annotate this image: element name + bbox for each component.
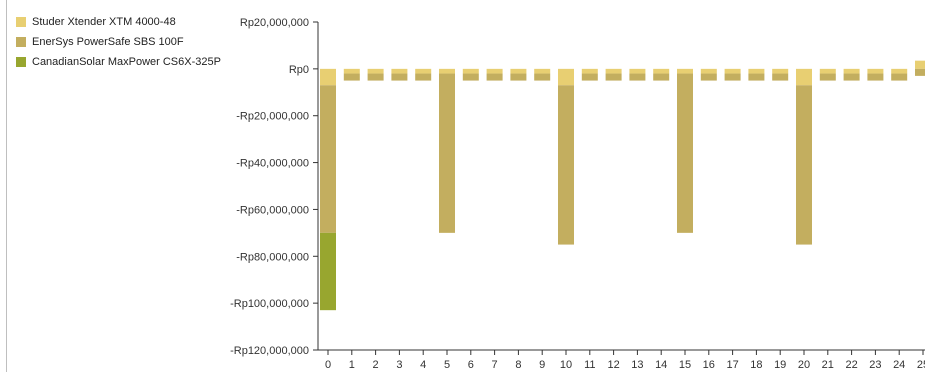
bar-segment-studer: [867, 68, 884, 74]
bar-segment-studer: [320, 68, 336, 86]
bar-segment-studer: [534, 68, 551, 74]
bar-segment-studer: [343, 68, 360, 74]
bar-segment-studer: [415, 68, 432, 74]
bar-segment-studer: [796, 68, 812, 86]
bar-segment-enersys: [367, 73, 384, 81]
bar-segment-canadiansolar: [320, 232, 336, 311]
bar-segment-enersys: [653, 73, 670, 81]
x-tick-label: 11: [584, 359, 595, 371]
bar-segment-enersys: [581, 73, 598, 81]
bar-segment-studer: [367, 68, 384, 74]
bar-segment-studer: [439, 68, 455, 74]
x-tick-label: 10: [560, 359, 572, 371]
legend-label-studer: Studer Xtender XTM 4000-48: [32, 16, 176, 28]
legend-swatch-studer: [16, 17, 26, 27]
y-tick-label: -Rp60,000,000: [236, 204, 309, 216]
legend-label-canadiansolar: CanadianSolar MaxPower CS6X-325P: [32, 56, 221, 68]
bar-segment-enersys: [439, 73, 455, 233]
x-tick-label: 15: [679, 359, 691, 371]
y-tick-label: Rp20,000,000: [240, 17, 309, 29]
legend-label-enersys: EnerSys PowerSafe SBS 100F: [32, 36, 184, 48]
legend-item-canadiansolar: CanadianSolar MaxPower CS6X-325P: [16, 52, 221, 72]
bar-segment-studer: [724, 68, 741, 74]
legend-item-enersys: EnerSys PowerSafe SBS 100F: [16, 32, 221, 52]
bar-segment-studer: [700, 68, 717, 74]
x-tick-label: 24: [893, 359, 905, 371]
x-tick-label: 6: [468, 359, 474, 371]
x-tick-label: 9: [539, 359, 545, 371]
legend-swatch-enersys: [16, 37, 26, 47]
bar-segment-enersys: [677, 73, 693, 233]
bar-segment-studer: [605, 68, 622, 74]
bar-segment-studer: [486, 68, 503, 74]
bar-segment-studer: [891, 68, 908, 74]
y-tick-label: Rp0: [289, 64, 309, 76]
bar-segment-enersys: [391, 73, 408, 81]
bar-segment-studer: [915, 60, 925, 69]
bar-segment-enersys: [320, 85, 336, 233]
bar-segment-enersys: [486, 73, 503, 81]
x-tick-label: 7: [492, 359, 498, 371]
bar-segment-enersys: [796, 85, 812, 245]
bar-segment-studer: [462, 68, 479, 74]
bar-segment-enersys: [558, 85, 574, 245]
bar-segment-enersys: [724, 73, 741, 81]
x-tick-label: 2: [373, 359, 379, 371]
x-tick-label: 5: [444, 359, 450, 371]
x-tick-label: 19: [774, 359, 786, 371]
y-tick-label: -Rp80,000,000: [236, 251, 309, 263]
y-tick-label: -Rp100,000,000: [230, 298, 309, 310]
bar-segment-enersys: [748, 73, 765, 81]
chart-legend: Studer Xtender XTM 4000-48 EnerSys Power…: [16, 12, 221, 72]
bar-segment-enersys: [629, 73, 646, 81]
bar-segment-enersys: [867, 73, 884, 81]
bar-segment-enersys: [415, 73, 432, 81]
bar-segment-enersys: [819, 73, 836, 81]
x-tick-label: 21: [822, 359, 834, 371]
legend-item-studer: Studer Xtender XTM 4000-48: [16, 12, 221, 32]
bar-segment-studer: [748, 68, 765, 74]
bar-segment-studer: [558, 68, 574, 86]
legend-swatch-canadiansolar: [16, 57, 26, 67]
bar-segment-enersys: [534, 73, 551, 81]
bar-segment-enersys: [891, 73, 908, 81]
bar-segment-enersys: [462, 73, 479, 81]
x-tick-label: 0: [325, 359, 331, 371]
x-tick-label: 17: [726, 359, 738, 371]
x-tick-label: 12: [607, 359, 619, 371]
bar-segment-enersys: [915, 68, 925, 76]
bar-segment-studer: [510, 68, 527, 74]
x-tick-label: 23: [869, 359, 881, 371]
x-tick-label: 22: [845, 359, 857, 371]
bar-segment-enersys: [510, 73, 527, 81]
bar-segment-enersys: [772, 73, 789, 81]
bar-segment-studer: [677, 68, 693, 74]
bar-segment-studer: [581, 68, 598, 74]
x-tick-label: 14: [655, 359, 667, 371]
bar-segment-studer: [843, 68, 860, 74]
bar-segment-studer: [391, 68, 408, 74]
x-tick-label: 13: [631, 359, 643, 371]
x-tick-label: 4: [420, 359, 426, 371]
bar-segment-enersys: [843, 73, 860, 81]
y-tick-label: -Rp40,000,000: [236, 158, 309, 170]
bar-segment-enersys: [605, 73, 622, 81]
x-tick-label: 18: [750, 359, 762, 371]
x-tick-label: 3: [396, 359, 402, 371]
bar-segment-studer: [653, 68, 670, 74]
bar-segment-studer: [772, 68, 789, 74]
x-tick-label: 1: [349, 359, 355, 371]
bar-segment-studer: [819, 68, 836, 74]
x-tick-label: 8: [515, 359, 521, 371]
bar-segment-enersys: [343, 73, 360, 81]
x-tick-label: 25: [917, 359, 925, 371]
y-tick-label: -Rp120,000,000: [230, 345, 309, 357]
x-tick-label: 16: [703, 359, 715, 371]
x-tick-label: 20: [798, 359, 810, 371]
bar-segment-enersys: [700, 73, 717, 81]
bar-segment-studer: [629, 68, 646, 74]
left-divider: [6, 0, 7, 372]
y-tick-label: -Rp20,000,000: [236, 111, 309, 123]
